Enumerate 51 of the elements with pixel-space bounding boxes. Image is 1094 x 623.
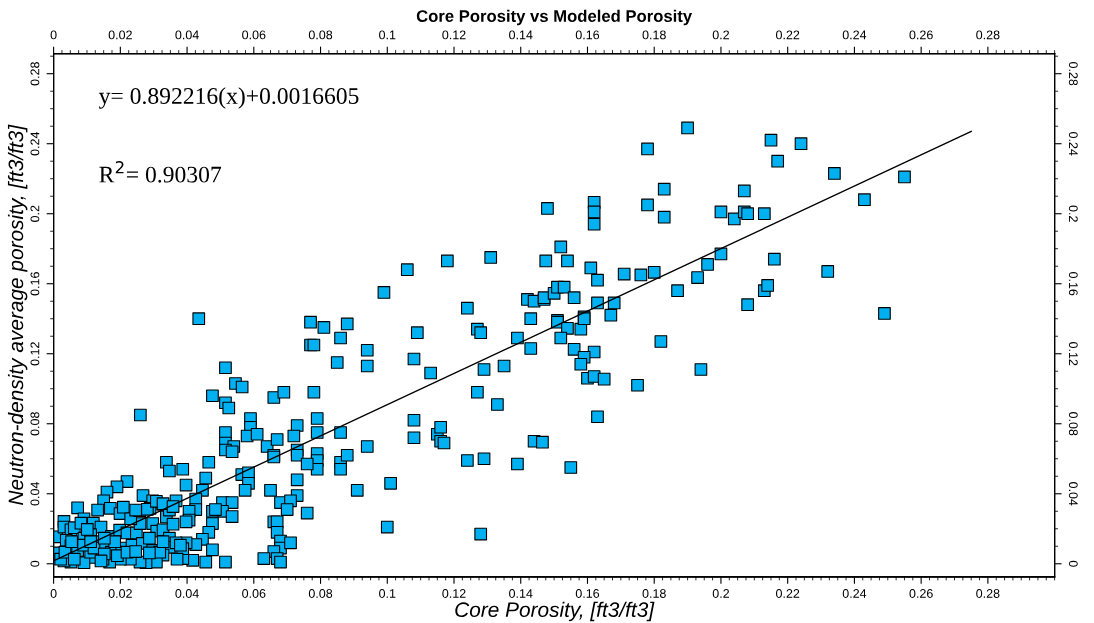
y-tick-label: 0.24 [30, 131, 40, 156]
x-tick-label: 0.2 [712, 589, 730, 598]
x-tick-label: 0.28 [976, 589, 1000, 598]
x-tick-label: 0.12 [442, 589, 466, 598]
annotation: R$^{2}$= 0.90307 [99, 161, 222, 183]
x-tick-label: 0.08 [308, 589, 333, 598]
y2-tick-label: 0.04 [1068, 482, 1078, 506]
x-tick-label: 0.24 [842, 589, 867, 598]
x2-tick-label: 0.26 [909, 30, 933, 40]
x-tick-label: 0.04 [175, 589, 199, 598]
x2-tick-label: 0.08 [308, 30, 333, 40]
x-tick-label: 0.26 [909, 589, 933, 598]
y2-tick-label: 0 [1068, 560, 1078, 567]
x-axis-title: Core Porosity, [ft3/ft3] [455, 601, 655, 622]
y-tick-label: 0.08 [30, 412, 40, 436]
x2-tick-label: 0.14 [509, 30, 533, 40]
x2-tick-label: 0.22 [776, 30, 800, 40]
y2-tick-label: 0.12 [1068, 342, 1078, 366]
y2-tick-label: 0.16 [1068, 272, 1078, 296]
y-tick-label: 0.04 [30, 481, 40, 506]
x2-tick-label: 0.06 [242, 30, 266, 40]
x2-tick-label: 0.1 [379, 30, 396, 40]
x2-tick-label: 0.28 [976, 30, 1000, 40]
y-tick-label: 0.16 [30, 272, 40, 296]
y-tick-label: 0.28 [30, 62, 40, 86]
x2-tick-label: 0 [50, 30, 57, 40]
y-tick-label: 0.2 [30, 205, 40, 222]
x2-tick-label: 0.24 [842, 30, 867, 40]
x-tick-label: 0.16 [575, 589, 600, 598]
x-tick-label: 0.22 [776, 589, 800, 598]
x-tick-label: 0.06 [242, 589, 266, 598]
x2-tick-label: 0.12 [442, 30, 466, 40]
y2-tick-label: 0.24 [1068, 132, 1078, 156]
x-tick-label: 0 [50, 589, 57, 598]
y-axis-title: Neutron-density average porosity, [ft3/ft3] [7, 124, 28, 505]
x2-tick-label: 0.18 [642, 30, 666, 40]
chart-title: Core Porosity vs Modeled Porosity [416, 9, 693, 26]
annotation: y= 0.892216(x)+0.0016605 [98, 87, 359, 109]
x2-tick-label: 0.04 [175, 30, 199, 40]
y2-tick-label: 0.2 [1068, 205, 1078, 222]
x-tick-label: 0.18 [642, 589, 666, 598]
x2-tick-label: 0.16 [575, 30, 600, 40]
y-tick-label: 0.12 [30, 342, 40, 366]
x-tick-label: 0.02 [108, 589, 132, 598]
y2-tick-label: 0.08 [1068, 412, 1078, 436]
x2-tick-label: 0.02 [108, 30, 132, 40]
y2-tick-label: 0.28 [1068, 62, 1078, 86]
x2-tick-label: 0.2 [712, 30, 730, 40]
x-tick-label: 0.1 [379, 589, 396, 598]
x-tick-label: 0.14 [509, 589, 533, 598]
y-tick-label: 0 [30, 560, 40, 567]
